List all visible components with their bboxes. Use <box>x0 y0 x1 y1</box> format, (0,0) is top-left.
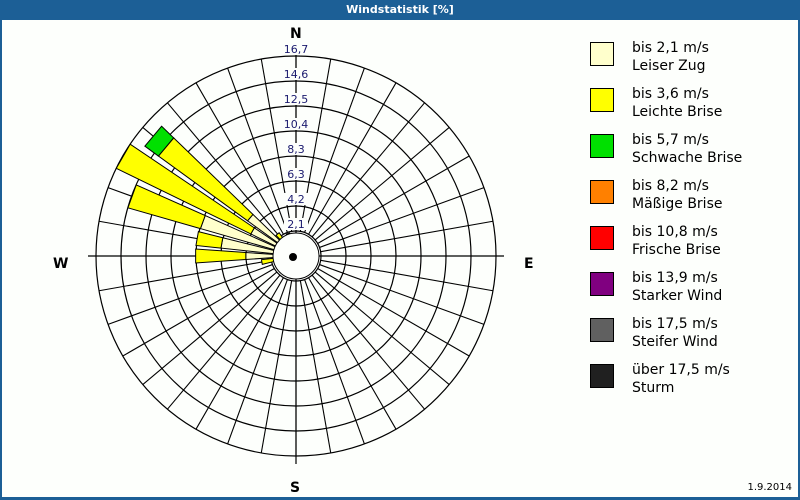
legend-swatch <box>590 42 614 66</box>
svg-text:8,3: 8,3 <box>287 143 305 156</box>
chart-panel: 2,1 4,2 6,3 8,3 10,4 12,5 14,6 16,7 N E S W bis… <box>2 20 798 497</box>
wind-sector-bar <box>144 125 175 157</box>
compass-west-label: W <box>53 256 69 272</box>
legend-item: über 17,5 m/s Sturm <box>590 362 790 410</box>
legend-swatch <box>590 134 614 158</box>
svg-text:4,2: 4,2 <box>287 193 305 206</box>
wind-sector-bar <box>127 184 206 230</box>
svg-text:6,3: 6,3 <box>287 168 305 181</box>
legend-item: bis 17,5 m/s Steifer Wind <box>590 316 790 364</box>
legend-label: bis 10,8 m/s Frische Brise <box>632 224 721 258</box>
legend-label: bis 2,1 m/s Leiser Zug <box>632 40 709 74</box>
legend-swatch <box>590 364 614 388</box>
legend-item: bis 5,7 m/s Schwache Brise <box>590 132 790 180</box>
legend-swatch <box>590 318 614 342</box>
svg-text:10,4: 10,4 <box>284 118 309 131</box>
wind-sector-bar <box>195 231 224 249</box>
legend-item: bis 2,1 m/s Leiser Zug <box>590 40 790 88</box>
legend-label: über 17,5 m/s Sturm <box>632 362 730 396</box>
legend-item: bis 8,2 m/s Mäßige Brise <box>590 178 790 226</box>
compass-south-label: S <box>290 480 301 496</box>
legend-item: bis 3,6 m/s Leichte Brise <box>590 86 790 134</box>
window-title: Windstatistik [%] <box>0 0 800 20</box>
legend-label: bis 5,7 m/s Schwache Brise <box>632 132 743 166</box>
legend-label: bis 13,9 m/s Starker Wind <box>632 270 723 304</box>
svg-text:2,1: 2,1 <box>287 218 305 231</box>
legend-label: bis 17,5 m/s Steifer Wind <box>632 316 718 350</box>
date-label: 1.9.2014 <box>747 482 792 493</box>
compass-east-label: E <box>524 256 534 272</box>
legend-label: bis 3,6 m/s Leichte Brise <box>632 86 723 120</box>
legend-swatch <box>590 226 614 250</box>
compass-north-label: N <box>290 26 302 42</box>
legend-swatch <box>590 88 614 112</box>
legend-item: bis 10,8 m/s Frische Brise <box>590 224 790 272</box>
wind-sector-bar <box>115 143 255 235</box>
legend-swatch <box>590 180 614 204</box>
wind-rose-chart: 2,1 4,2 6,3 8,3 10,4 12,5 14,6 16,7 <box>88 43 504 464</box>
wind-sector-bar <box>195 248 247 264</box>
svg-text:16,7: 16,7 <box>284 43 309 56</box>
legend-swatch <box>590 272 614 296</box>
legend-item: bis 13,9 m/s Starker Wind <box>590 270 790 318</box>
svg-text:14,6: 14,6 <box>284 68 309 81</box>
legend-label: bis 8,2 m/s Mäßige Brise <box>632 178 723 212</box>
svg-text:12,5: 12,5 <box>284 93 309 106</box>
